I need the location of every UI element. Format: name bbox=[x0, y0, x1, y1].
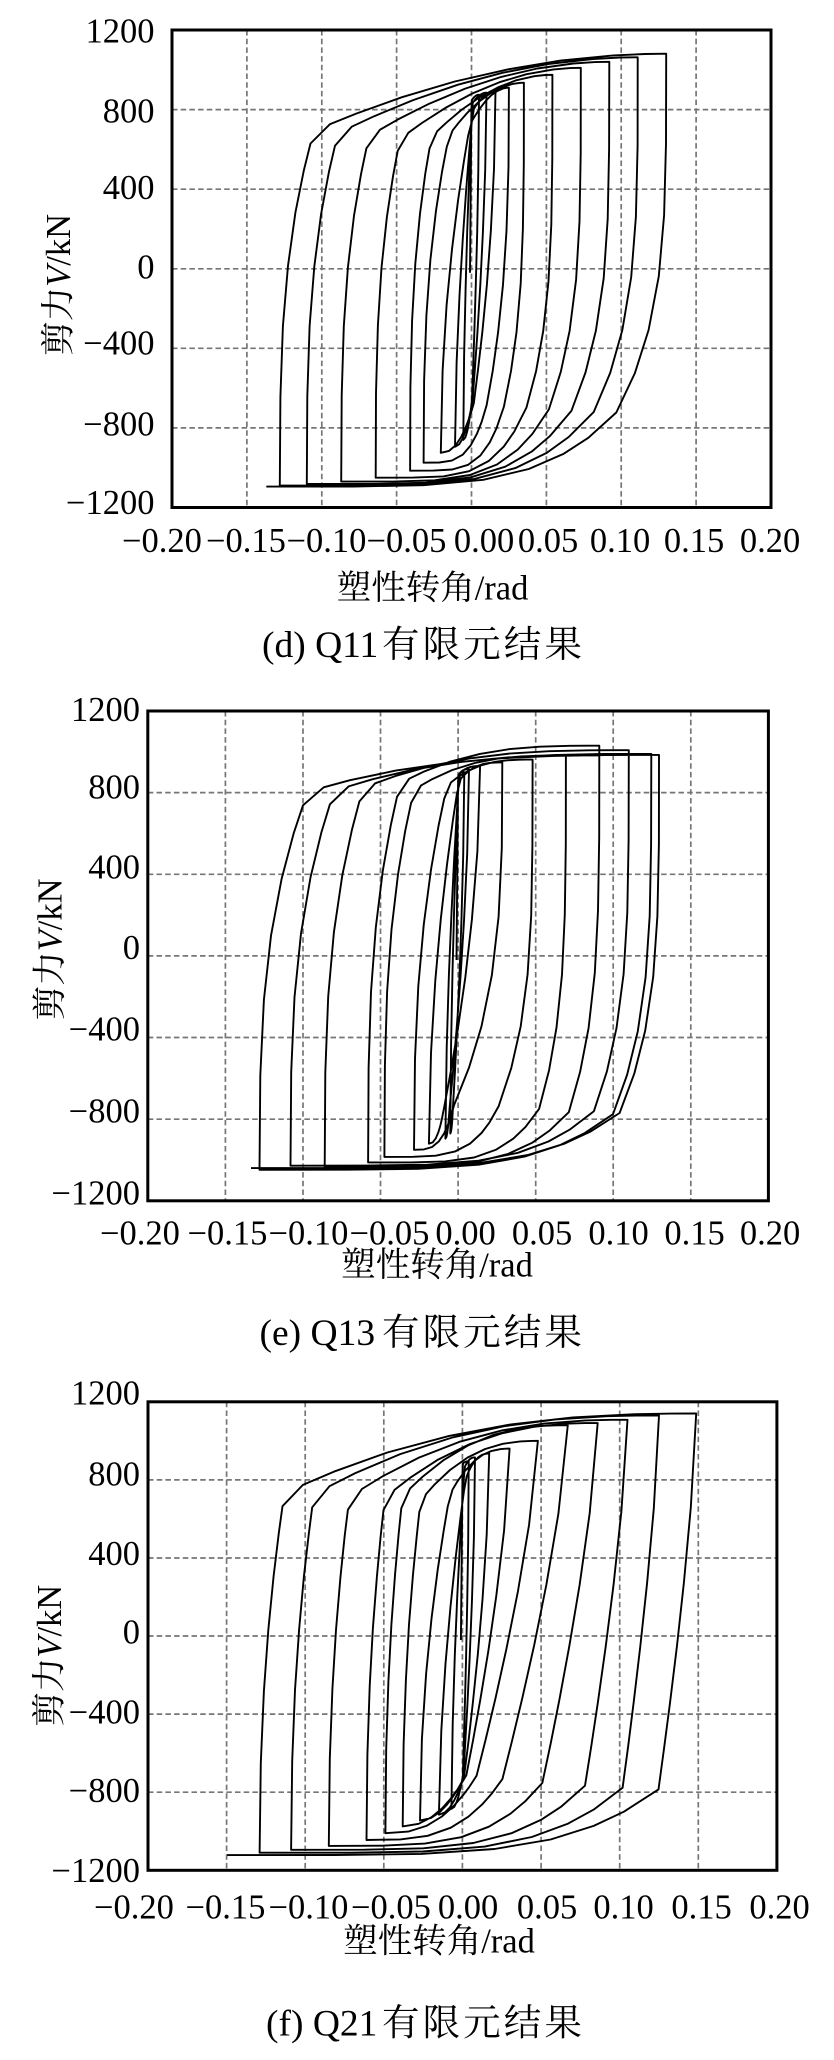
svg-text:0.20: 0.20 bbox=[740, 522, 800, 560]
svg-text:0.10: 0.10 bbox=[588, 1215, 648, 1253]
svg-text:(d) Q11: (d) Q11 bbox=[262, 625, 378, 666]
svg-text:1200: 1200 bbox=[71, 1375, 140, 1413]
svg-text:400: 400 bbox=[88, 848, 140, 886]
svg-text:400: 400 bbox=[88, 1535, 140, 1573]
svg-text:0.00: 0.00 bbox=[438, 1889, 498, 1927]
svg-text:/rad: /rad bbox=[475, 569, 529, 607]
svg-text:−1200: −1200 bbox=[52, 1174, 140, 1212]
svg-text:0.15: 0.15 bbox=[664, 1215, 724, 1253]
svg-text:0.00: 0.00 bbox=[435, 1215, 495, 1253]
svg-text:0.15: 0.15 bbox=[671, 1889, 731, 1927]
svg-text:−0.15: −0.15 bbox=[206, 522, 286, 560]
svg-text:0.05: 0.05 bbox=[512, 1215, 572, 1253]
svg-text:V/kN: V/kN bbox=[40, 214, 78, 287]
svg-text:−0.05: −0.05 bbox=[351, 1889, 431, 1927]
svg-text:0.10: 0.10 bbox=[593, 1889, 653, 1927]
svg-text:0.05: 0.05 bbox=[518, 522, 578, 560]
svg-text:800: 800 bbox=[88, 768, 140, 806]
svg-text:400: 400 bbox=[103, 169, 155, 207]
svg-text:V/kN: V/kN bbox=[31, 1585, 69, 1658]
svg-text:0: 0 bbox=[137, 248, 154, 286]
svg-text:1200: 1200 bbox=[71, 691, 140, 729]
svg-text:0.05: 0.05 bbox=[517, 1889, 577, 1927]
svg-text:−0.05: −0.05 bbox=[367, 522, 447, 560]
svg-text:1200: 1200 bbox=[86, 12, 155, 50]
svg-text:−0.05: −0.05 bbox=[350, 1215, 430, 1253]
svg-text:(e) Q13: (e) Q13 bbox=[260, 1313, 376, 1354]
svg-text:V/kN: V/kN bbox=[31, 878, 69, 951]
svg-text:−800: −800 bbox=[83, 405, 154, 443]
svg-text:−0.10: −0.10 bbox=[269, 1215, 349, 1253]
svg-text:−0.20: −0.20 bbox=[100, 1215, 180, 1253]
svg-text:−800: −800 bbox=[69, 1772, 140, 1810]
svg-text:0.00: 0.00 bbox=[454, 522, 514, 560]
svg-text:−0.15: −0.15 bbox=[186, 1889, 266, 1927]
svg-text:−0.10: −0.10 bbox=[269, 1889, 349, 1927]
svg-text:800: 800 bbox=[103, 92, 155, 130]
svg-text:−0.20: −0.20 bbox=[94, 1889, 174, 1927]
svg-text:−400: −400 bbox=[69, 1010, 140, 1048]
svg-text:0: 0 bbox=[123, 929, 140, 967]
svg-text:0.20: 0.20 bbox=[749, 1889, 809, 1927]
svg-text:−400: −400 bbox=[69, 1693, 140, 1731]
svg-text:−0.20: −0.20 bbox=[122, 522, 202, 560]
svg-text:−800: −800 bbox=[69, 1092, 140, 1130]
svg-text:0.15: 0.15 bbox=[664, 522, 724, 560]
svg-text:/rad: /rad bbox=[479, 1246, 533, 1284]
svg-text:0.20: 0.20 bbox=[740, 1215, 800, 1253]
svg-text:800: 800 bbox=[88, 1456, 140, 1494]
svg-text:0.10: 0.10 bbox=[590, 522, 650, 560]
svg-text:−400: −400 bbox=[83, 324, 154, 362]
svg-text:/rad: /rad bbox=[481, 1923, 535, 1961]
svg-text:−1200: −1200 bbox=[52, 1852, 140, 1890]
svg-text:(f) Q21: (f) Q21 bbox=[266, 2004, 377, 2045]
svg-text:0: 0 bbox=[123, 1614, 140, 1652]
svg-text:−1200: −1200 bbox=[66, 484, 154, 522]
svg-text:−0.15: −0.15 bbox=[188, 1215, 268, 1253]
svg-text:−0.10: −0.10 bbox=[287, 522, 367, 560]
